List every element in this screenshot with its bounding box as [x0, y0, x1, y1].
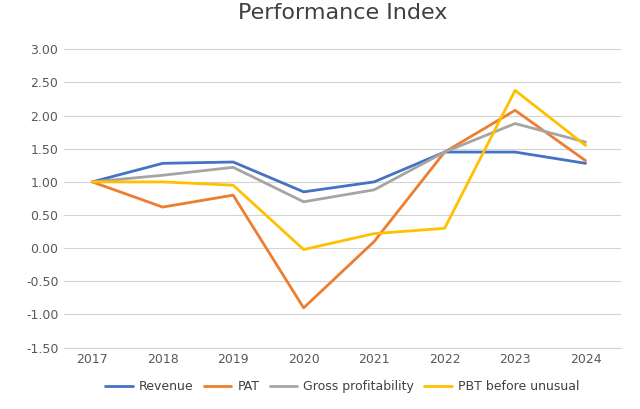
Revenue — [582, 161, 589, 166]
Line: Revenue: Revenue — [92, 152, 586, 192]
PBT before unusual — [441, 226, 449, 231]
Revenue — [441, 150, 449, 155]
PAT — [441, 150, 449, 155]
Gross profitability — [441, 150, 449, 155]
Gross profitability — [511, 121, 519, 126]
Revenue — [88, 180, 96, 184]
Revenue — [511, 150, 519, 155]
Gross profitability — [159, 173, 166, 178]
PBT before unusual — [229, 183, 237, 188]
Gross profitability — [582, 139, 589, 144]
Gross profitability — [371, 187, 378, 192]
Revenue — [229, 160, 237, 164]
Line: PBT before unusual: PBT before unusual — [92, 90, 586, 249]
PAT — [300, 306, 307, 310]
PBT before unusual — [582, 143, 589, 148]
Line: Gross profitability: Gross profitability — [92, 124, 586, 202]
PAT — [371, 239, 378, 244]
PAT — [159, 204, 166, 209]
Gross profitability — [88, 180, 96, 184]
PAT — [511, 108, 519, 113]
Legend: Revenue, PAT, Gross profitability, PBT before unusual: Revenue, PAT, Gross profitability, PBT b… — [100, 375, 584, 398]
Gross profitability — [229, 165, 237, 170]
Revenue — [371, 180, 378, 184]
Gross profitability — [300, 199, 307, 204]
PAT — [88, 180, 96, 184]
PBT before unusual — [511, 88, 519, 93]
PBT before unusual — [371, 231, 378, 236]
PBT before unusual — [300, 247, 307, 252]
Title: Performance Index: Performance Index — [237, 3, 447, 23]
Line: PAT: PAT — [92, 110, 586, 308]
PAT — [229, 193, 237, 198]
PBT before unusual — [159, 180, 166, 184]
Revenue — [300, 189, 307, 194]
PBT before unusual — [88, 180, 96, 184]
PAT — [582, 158, 589, 163]
Revenue — [159, 161, 166, 166]
